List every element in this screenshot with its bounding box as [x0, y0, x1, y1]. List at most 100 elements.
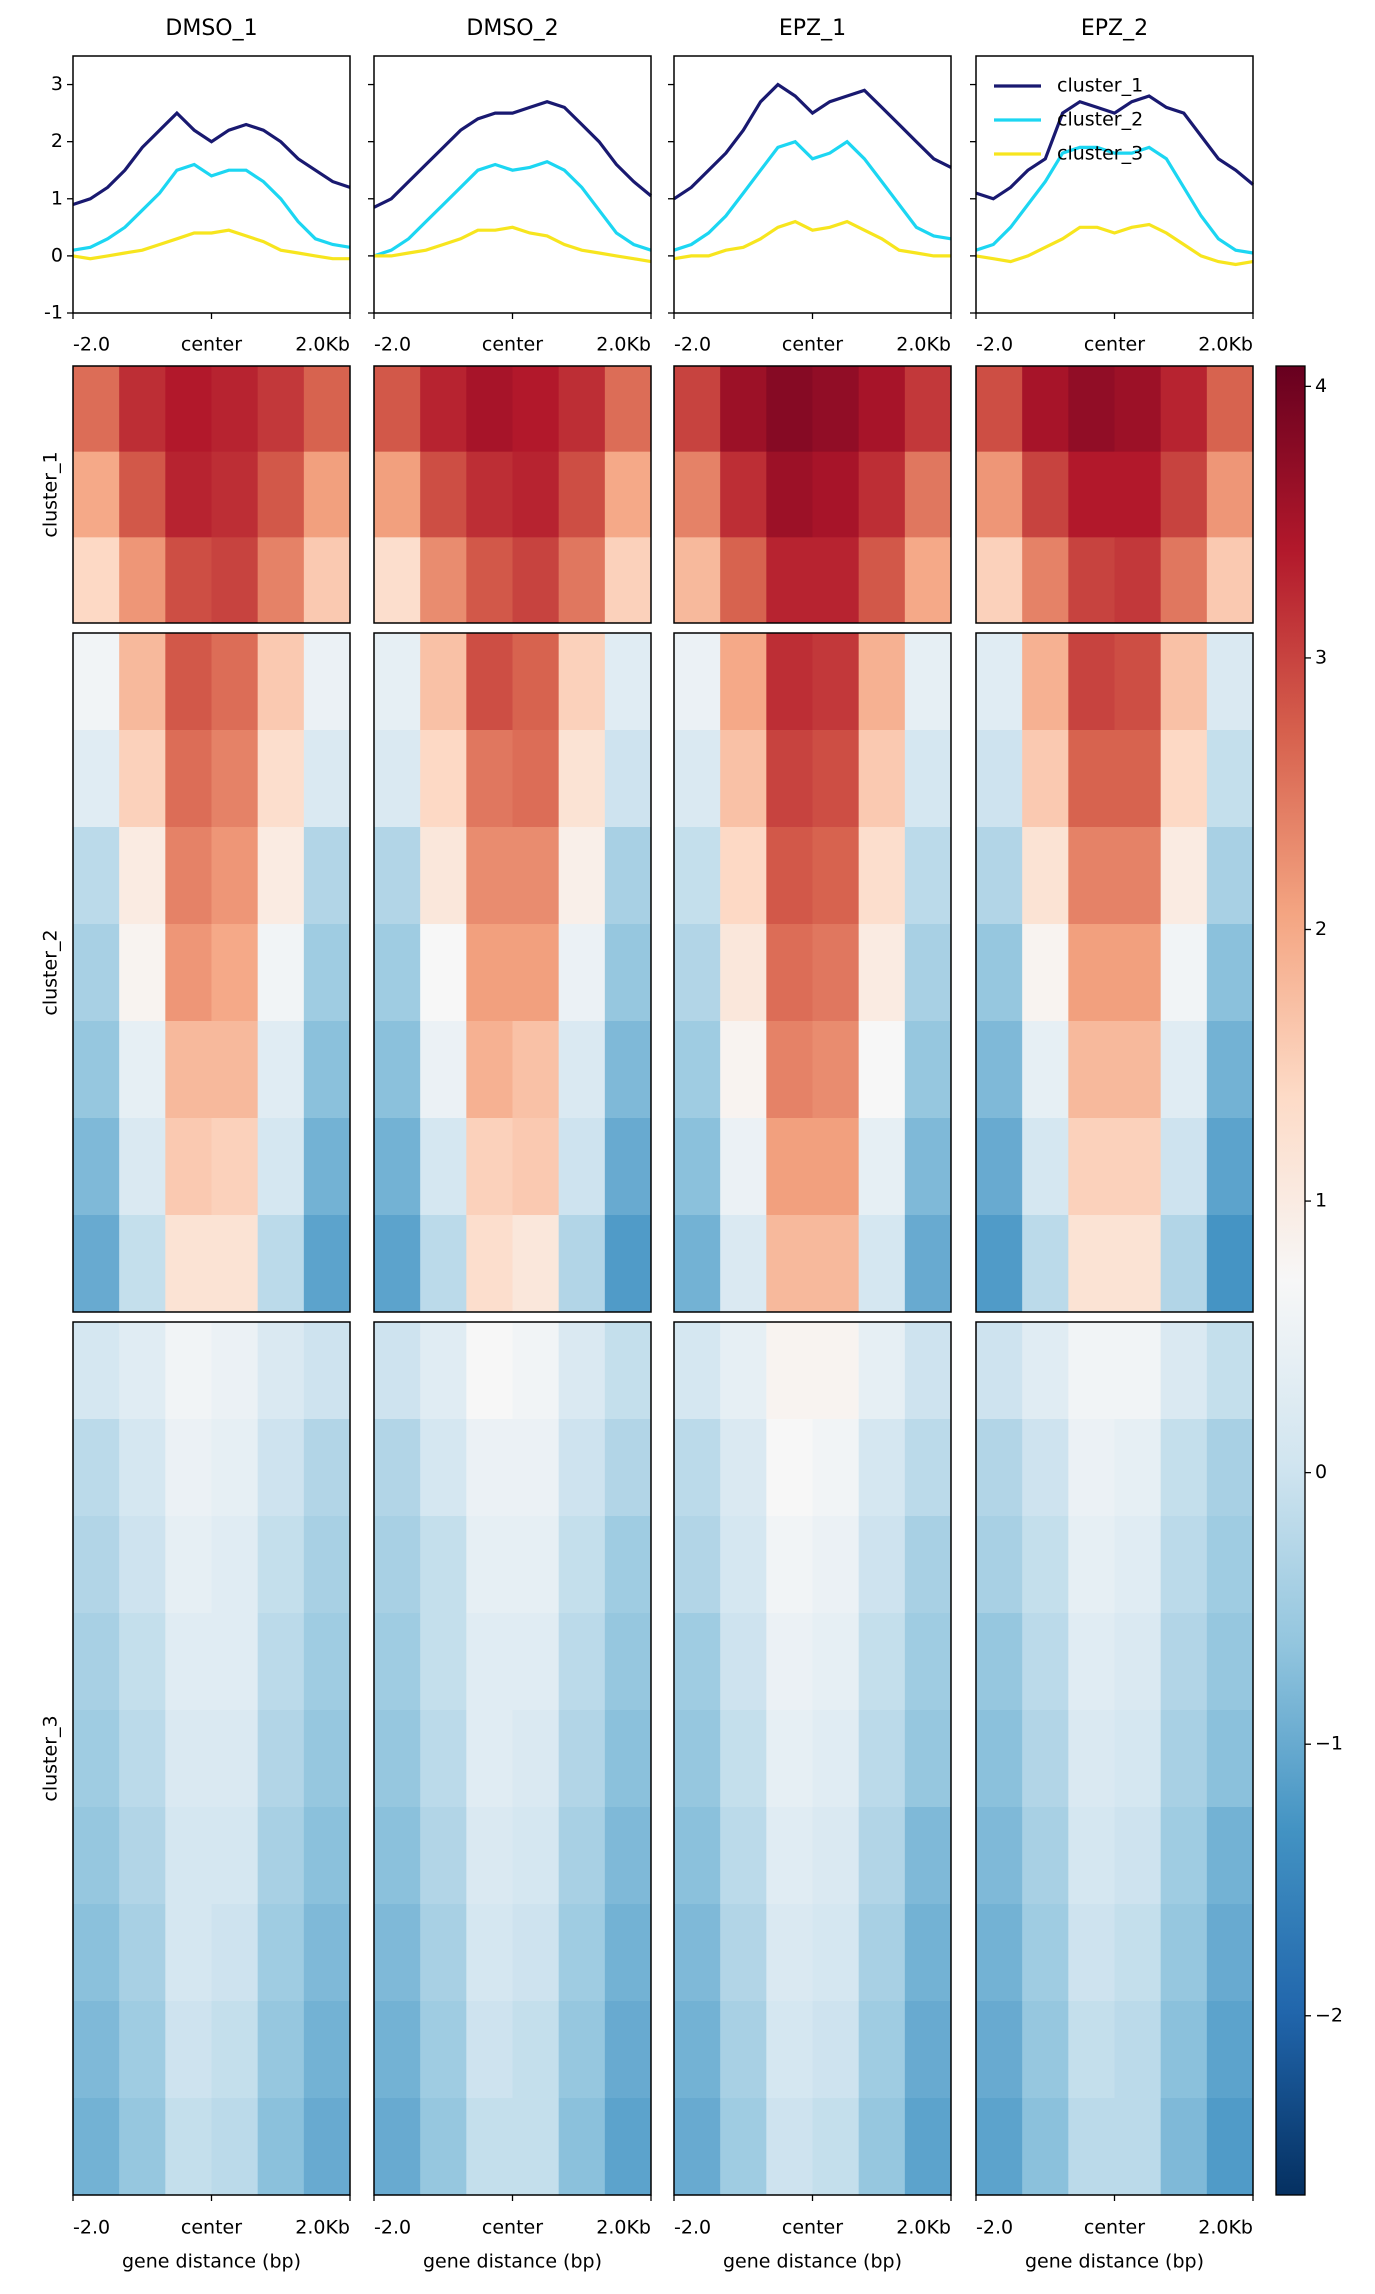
- heatmap-cell: [720, 2001, 767, 2099]
- heatmap-cell: [1022, 730, 1069, 828]
- heatmap-cell: [1206, 2098, 1254, 2196]
- x-tick-label: -2.0: [73, 2217, 110, 2239]
- x-tick-label: center: [782, 334, 843, 356]
- heatmap-cell: [73, 1215, 120, 1313]
- heatmap-cell: [119, 1613, 166, 1711]
- heatmap-cell: [303, 1613, 351, 1711]
- heatmap-cell: [1022, 451, 1069, 538]
- heatmap-cell: [674, 1613, 721, 1711]
- heatmap-cell: [466, 451, 513, 538]
- heatmap-cell: [812, 1215, 860, 1313]
- heatmap-cell: [674, 1904, 721, 2002]
- heatmap-cell: [420, 1419, 467, 1517]
- heatmap-cell: [858, 633, 906, 731]
- colorbar-tick-label: 0: [1315, 1461, 1327, 1483]
- heatmap-cell: [73, 827, 120, 925]
- heatmap-cell: [420, 827, 467, 925]
- y-tick-label: 1: [51, 187, 63, 209]
- heatmap-cell: [766, 537, 813, 624]
- heatmap-cell: [812, 924, 860, 1022]
- y-tick-label: 3: [51, 73, 63, 95]
- heatmap-cell: [466, 1710, 513, 1808]
- heatmap-cell: [1068, 1322, 1115, 1420]
- heatmap-cell: [466, 1516, 513, 1614]
- heatmap-cell: [904, 1613, 952, 1711]
- heatmap-cell: [976, 1613, 1023, 1711]
- heatmap-cell: [257, 1419, 305, 1517]
- heatmap-cell: [766, 924, 813, 1022]
- heatmap-cell: [1160, 451, 1208, 538]
- heatmap-cell: [119, 633, 166, 731]
- heatmap-cell: [976, 1215, 1023, 1313]
- heatmap-cell: [211, 2098, 259, 2196]
- heatmap-cell: [766, 633, 813, 731]
- profile-line: [975, 222, 1254, 267]
- heatmap-cell: [858, 1904, 906, 2002]
- heatmap-cell: [720, 1904, 767, 2002]
- heatmap-cell: [604, 1322, 652, 1420]
- heatmap-cell: [119, 2001, 166, 2099]
- heatmap-cell: [674, 730, 721, 828]
- profile-line: [72, 162, 351, 252]
- heatmap-cell: [604, 633, 652, 731]
- heatmap-cell: [1114, 1613, 1162, 1711]
- heatmap-cell: [257, 633, 305, 731]
- heatmap-cell: [858, 1613, 906, 1711]
- heatmap-cell: [119, 1021, 166, 1119]
- heatmap-cell: [976, 451, 1023, 538]
- heatmap-cell: [720, 1322, 767, 1420]
- x-tick-label: 2.0Kb: [596, 2217, 651, 2239]
- heatmap-cell: [374, 537, 421, 624]
- colorbar-tick-label: 2: [1315, 918, 1327, 940]
- heatmap-cell: [374, 1807, 421, 1905]
- x-tick-label: -2.0: [674, 334, 711, 356]
- heatmap-cell: [512, 451, 560, 538]
- heatmap-cell: [165, 2001, 212, 2099]
- heatmap-cell: [1206, 451, 1254, 538]
- heatmap-cell: [976, 1710, 1023, 1808]
- heatmap-cell: [73, 1419, 120, 1517]
- heatmap-frame: [975, 632, 1254, 1313]
- heatmap-cell: [165, 1215, 212, 1313]
- heatmap-cell: [1114, 1215, 1162, 1313]
- heatmap-cell: [374, 1710, 421, 1808]
- heatmap-cell: [119, 366, 166, 453]
- profile-line: [975, 145, 1254, 255]
- heatmap-cell: [257, 451, 305, 538]
- heatmap-cell: [904, 1807, 952, 1905]
- profile-line: [373, 159, 652, 258]
- heatmap-cell: [303, 537, 351, 624]
- heatmap-cell: [119, 1322, 166, 1420]
- heatmap-cell: [1160, 827, 1208, 925]
- x-tick-label: center: [1084, 2217, 1145, 2239]
- heatmap-cell: [674, 451, 721, 538]
- heatmap-cell: [904, 730, 952, 828]
- heatmap-cell: [420, 730, 467, 828]
- heatmap-cell: [858, 2098, 906, 2196]
- heatmap-cell: [1206, 1322, 1254, 1420]
- heatmap-cell: [512, 1613, 560, 1711]
- x-tick-label: 2.0Kb: [596, 334, 651, 356]
- heatmap-cell: [303, 1021, 351, 1119]
- heatmap-cell: [211, 1021, 259, 1119]
- x-tick-label: 2.0Kb: [295, 334, 350, 356]
- heatmap-cell: [1114, 537, 1162, 624]
- heatmap-cell: [420, 537, 467, 624]
- heatmap-cell: [303, 2098, 351, 2196]
- heatmap-cell: [1068, 1516, 1115, 1614]
- heatmap-frame: [72, 365, 351, 624]
- heatmap-cell: [73, 537, 120, 624]
- heatmap-cell: [904, 1118, 952, 1216]
- heatmap-cell: [512, 730, 560, 828]
- legend-label: cluster_3: [1057, 143, 1143, 165]
- x-tick-label: center: [181, 334, 242, 356]
- profile-line: [72, 228, 350, 261]
- heatmap-cell: [904, 1419, 952, 1517]
- heatmap-cell: [257, 1710, 305, 1808]
- axes-frame: [373, 55, 652, 314]
- heatmap-cell: [466, 537, 513, 624]
- heatmap-cell: [466, 1322, 513, 1420]
- heatmap-cell: [812, 1904, 860, 2002]
- heatmap-cell: [812, 1710, 860, 1808]
- heatmap-cell: [1022, 1021, 1069, 1119]
